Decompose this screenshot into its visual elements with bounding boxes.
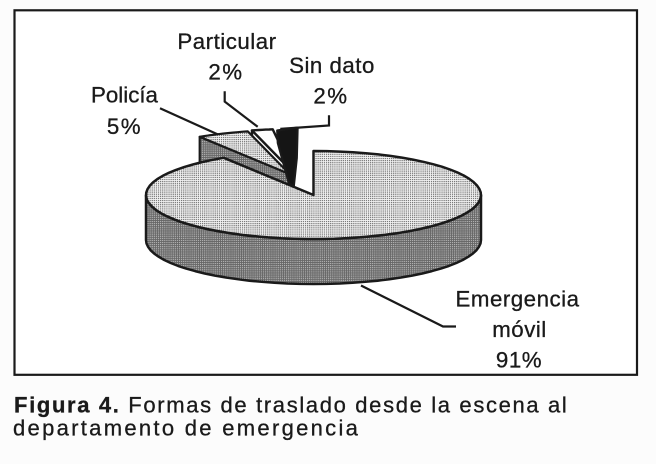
svg-text:91%: 91%: [496, 347, 542, 372]
svg-text:2%: 2%: [313, 84, 348, 109]
svg-text:5%: 5%: [107, 114, 142, 139]
svg-text:2%: 2%: [208, 60, 243, 85]
svg-text:Particular: Particular: [177, 29, 276, 54]
svg-text:móvil: móvil: [492, 317, 547, 342]
svg-text:Figura 4. Formas de traslado d: Figura 4. Formas de traslado desde la es…: [14, 393, 568, 418]
svg-text:Policía: Policía: [91, 83, 159, 108]
svg-text:Sin dato: Sin dato: [289, 53, 375, 78]
svg-text:Emergencia: Emergencia: [456, 287, 580, 312]
svg-text:departamento de emergencia: departamento de emergencia: [13, 415, 360, 440]
